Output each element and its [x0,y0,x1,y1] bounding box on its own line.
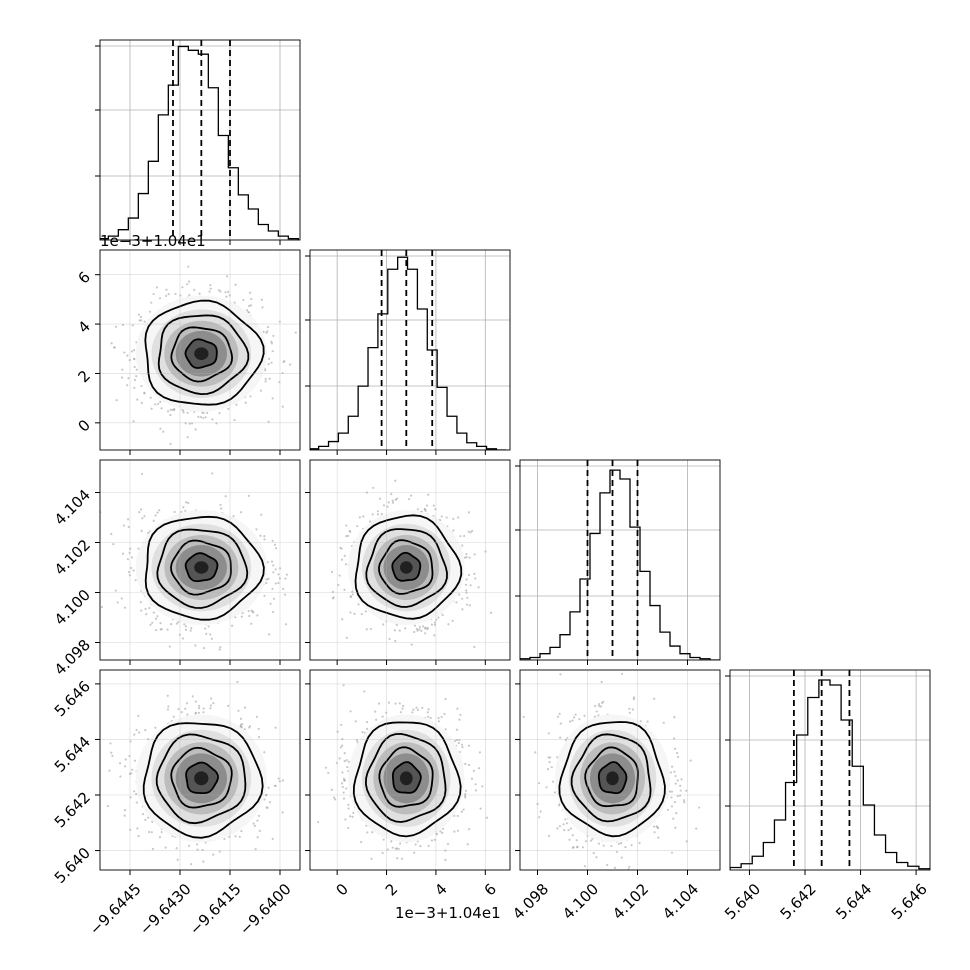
contour-line [184,552,219,583]
y-tick-label: 4 [75,317,94,336]
x-tick-label: 5.644 [832,880,875,923]
y-tick-label: 4.104 [51,486,94,529]
contour-line [144,299,265,406]
y-tick-label: 4.098 [51,636,94,679]
panel-3-2 [515,669,721,875]
y-tick-label: 2 [75,367,94,386]
x-tick-label: −9.6400 [236,880,295,939]
contour-line [391,761,422,794]
x-tick-label: 5.640 [721,880,764,923]
panel-0-0 [95,39,301,245]
x-tick-label: 2 [382,880,401,899]
density-layer [330,479,493,648]
density-level [399,771,413,786]
y-tick-label: 4.100 [51,586,94,629]
contour-line [185,761,219,794]
x-tick-label: 0 [332,880,351,899]
contour-line [157,314,250,396]
histogram-step [520,469,720,660]
panel-2-2 [515,459,721,665]
x-tick-label: 5.646 [888,880,931,923]
x-tick-label: −9.6415 [186,880,245,939]
y-tick-label: 0 [75,416,94,435]
y-tick-label: 5.646 [51,677,94,720]
panel-1-1 [305,249,511,455]
histogram-step [100,45,299,240]
axes-frame [729,669,931,871]
x-tick-label: 6 [481,880,500,899]
x-offset-label: 1e−3+1.04e1 [395,904,501,922]
density-level [606,771,619,786]
contour-line [378,746,434,808]
contour-line [378,539,434,595]
density-layer [106,680,300,866]
x-tick-label: −9.6430 [136,880,195,939]
panel-3-0 [95,669,301,875]
contour-line [354,514,463,620]
y-tick-label: 4.102 [51,536,94,579]
y-tick-label: 5.642 [51,788,94,831]
panel-3-3 [725,669,931,875]
axes-frame [519,459,721,661]
x-tick-label: 4.104 [659,880,702,923]
density-level [399,561,413,574]
density-level [194,771,209,786]
x-tick-label: 4 [431,880,450,899]
contour-line [170,326,234,383]
density-layer [317,684,489,861]
density-layer [110,265,297,445]
contour-line [584,746,639,808]
histogram-step [730,679,930,870]
contour-line [170,746,233,809]
x-tick-label: 4.100 [559,880,602,923]
contour-line [352,721,462,838]
contour-line [570,733,652,823]
contour-line [597,761,628,795]
contour-line [184,338,218,369]
axes-frame [309,669,511,871]
y-tick-label: 5.640 [51,844,94,887]
contour-line [364,732,447,823]
x-tick-label: 4.102 [609,880,652,923]
histogram-step [310,256,507,450]
axes-frame [99,39,301,241]
density-layer [100,472,300,651]
axes-frame [309,249,511,451]
x-tick-label: 5.642 [777,880,820,923]
x-tick-label: 4.098 [509,880,552,923]
x-tick-label: −9.6445 [86,880,145,939]
axes-frame [519,669,721,871]
density-level [194,347,209,361]
contour-line [155,733,247,825]
panel-3-1 [305,669,511,875]
density-level [194,561,209,574]
axes-frame [99,669,301,871]
contour-line [391,551,422,582]
density-layer [522,672,701,870]
y-offset-label: 1e−3+1.04e1 [100,232,206,250]
contour-line [156,528,249,609]
contour-line [170,539,232,596]
contour-line [365,528,448,608]
contour-line [142,722,264,839]
y-tick-label: 5.644 [51,733,94,776]
panel-2-0 [95,459,301,665]
axes-frame [99,249,301,451]
y-tick-label: 6 [75,268,94,287]
axes-frame [309,459,511,661]
axes-frame [99,459,301,661]
panel-1-0 [95,249,301,455]
panel-2-1 [305,459,511,665]
